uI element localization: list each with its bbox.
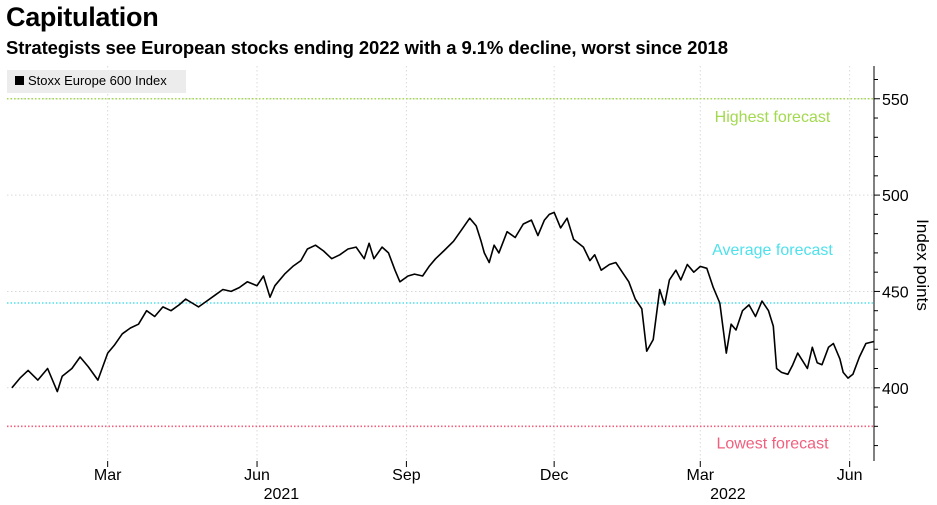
chart-title: Capitulation [6, 2, 159, 32]
x-tick-label-5: Jun [837, 467, 863, 484]
y-tick-label-0: 400 [882, 381, 909, 398]
y-tick-label-3: 550 [882, 92, 909, 109]
x-year-label-1: 2022 [710, 486, 746, 503]
x-tick-label-0: Mar [94, 467, 122, 484]
y-tick-label-2: 500 [882, 188, 909, 205]
y-tick-label-1: 450 [882, 284, 909, 301]
legend [7, 70, 186, 93]
reference-label-0: Highest forecast [715, 109, 831, 126]
legend-label: Stoxx Europe 600 Index [28, 73, 167, 88]
y-axis-label: Index points [913, 219, 932, 311]
legend-swatch [15, 76, 24, 85]
series-line-stoxx-europe-600 [11, 211, 875, 393]
x-tick-label-3: Dec [540, 467, 568, 484]
x-tick-label-1: Jun [244, 467, 270, 484]
x-tick-label-2: Sep [392, 467, 421, 484]
reference-label-1: Average forecast [712, 242, 833, 259]
x-tick-label-4: Mar [686, 467, 714, 484]
reference-label-2: Lowest forecast [716, 435, 829, 452]
x-year-label-0: 2021 [264, 486, 300, 503]
chart-subtitle: Strategists see European stocks ending 2… [6, 37, 728, 58]
